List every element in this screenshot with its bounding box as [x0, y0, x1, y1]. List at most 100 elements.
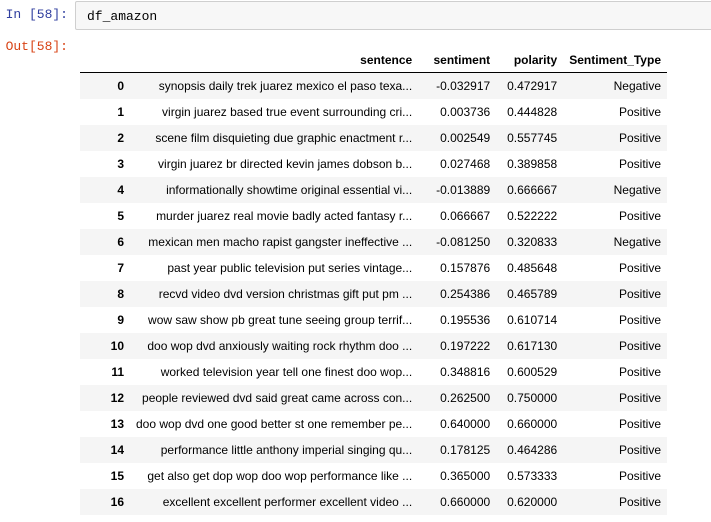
input-prompt: In [58]: — [5, 7, 68, 22]
cell-sentiment-type: Negative — [613, 183, 661, 197]
table-row: 16 excellent excellent performer excellen… — [80, 489, 667, 515]
row-index: 13 — [110, 417, 124, 431]
cell-sentiment-type: Positive — [618, 391, 661, 405]
table-row: 11 worked television year tell one finest… — [80, 359, 667, 385]
cell-sentence: murder juarez real movie badly acted fan… — [156, 209, 413, 223]
row-index: 12 — [110, 391, 124, 405]
cell-sentiment: 0.348816 — [440, 365, 491, 379]
cell-polarity: 0.557745 — [507, 131, 558, 145]
table-row: 8 recvd video dvd version christmas gift … — [80, 281, 667, 307]
row-index: 10 — [110, 339, 124, 353]
row-index: 4 — [117, 183, 124, 197]
cell-sentiment: 0.254386 — [440, 287, 491, 301]
cell-sentiment: 0.262500 — [440, 391, 491, 405]
code-input[interactable]: df_amazon — [75, 1, 711, 30]
table-row: 5 murder juarez real movie badly acted fa… — [80, 203, 667, 229]
cell-polarity: 0.465789 — [507, 287, 558, 301]
cell-sentiment-type: Positive — [618, 443, 661, 457]
cell-sentence: performance little anthony imperial sing… — [160, 443, 413, 457]
cell-sentiment-type: Negative — [613, 79, 661, 93]
cell-sentiment: 0.178125 — [440, 443, 491, 457]
table-row: 10 doo wop dvd anxiously waiting rock rhy… — [80, 333, 667, 359]
cell-sentiment-type: Positive — [618, 417, 661, 431]
cell-sentence: recvd video dvd version christmas gift p… — [158, 287, 413, 301]
row-index: 8 — [117, 287, 124, 301]
cell-polarity: 0.750000 — [507, 391, 558, 405]
cell-sentence: get also get dop wop doo wop performance… — [147, 469, 413, 483]
cell-sentiment: 0.197222 — [440, 339, 491, 353]
table-row: 0 synopsis daily trek juarez mexico el pa… — [80, 72, 667, 99]
column-header-index — [80, 48, 130, 73]
cell-sentiment-type: Positive — [618, 157, 661, 171]
cell-sentence: virgin juarez br directed kevin james do… — [158, 157, 413, 171]
cell-sentiment-type: Positive — [618, 131, 661, 145]
table-row: 4 informationally showtime original essen… — [80, 177, 667, 203]
cell-polarity: 0.660000 — [507, 417, 558, 431]
table-body: 0 synopsis daily trek juarez mexico el pa… — [80, 72, 667, 515]
row-index: 0 — [117, 79, 124, 93]
row-index: 3 — [117, 157, 124, 171]
cell-sentiment-type: Positive — [618, 287, 661, 301]
cell-sentence: doo wop dvd anxiously waiting rock rhyth… — [147, 339, 413, 353]
cell-sentiment: 0.066667 — [440, 209, 491, 223]
cell-sentence: past year public television put series v… — [167, 261, 413, 275]
cell-sentiment-type: Negative — [613, 235, 661, 249]
cell-sentiment: 0.027468 — [440, 157, 491, 171]
cell-sentence: people reviewed dvd said great came acro… — [142, 391, 413, 405]
cell-polarity: 0.573333 — [507, 469, 558, 483]
cell-sentiment: 0.640000 — [440, 417, 491, 431]
cell-polarity: 0.522222 — [507, 209, 558, 223]
row-index: 6 — [117, 235, 124, 249]
cell-polarity: 0.389858 — [507, 157, 558, 171]
dataframe-table: sentence sentiment polarity Sentiment_Ty… — [80, 48, 667, 515]
table-row: 13 doo wop dvd one good better st one rem… — [80, 411, 667, 437]
cell-sentiment-type: Positive — [618, 469, 661, 483]
cell-polarity: 0.666667 — [507, 183, 558, 197]
table-header-row: sentence sentiment polarity Sentiment_Ty… — [80, 48, 667, 73]
table-row: 7 past year public television put series … — [80, 255, 667, 281]
cell-polarity: 0.444828 — [507, 105, 558, 119]
cell-sentiment: -0.032917 — [436, 79, 491, 93]
cell-sentiment: 0.002549 — [440, 131, 491, 145]
row-index: 14 — [110, 443, 124, 457]
table-row: 9 wow saw show pb great tune seeing group… — [80, 307, 667, 333]
cell-sentence: excellent excellent performer excellent … — [162, 495, 413, 509]
cell-sentiment: 0.003736 — [440, 105, 491, 119]
table-row: 6 mexican men macho rapist gangster ineff… — [80, 229, 667, 255]
table-row: 3 virgin juarez br directed kevin james d… — [80, 151, 667, 177]
row-index: 9 — [117, 313, 124, 327]
cell-sentence: scene film disquieting due graphic enact… — [155, 131, 413, 145]
cell-polarity: 0.320833 — [507, 235, 558, 249]
cell-sentiment-type: Positive — [618, 495, 661, 509]
table-row: 15 get also get dop wop doo wop performan… — [80, 463, 667, 489]
cell-sentence: synopsis daily trek juarez mexico el pas… — [158, 79, 413, 93]
cell-polarity: 0.464286 — [507, 443, 558, 457]
cell-polarity: 0.485648 — [507, 261, 558, 275]
column-header-sentiment: sentiment — [418, 48, 497, 73]
cell-polarity: 0.610714 — [507, 313, 558, 327]
cell-sentence: worked television year tell one finest d… — [160, 365, 413, 379]
table-row: 14 performance little anthony imperial si… — [80, 437, 667, 463]
cell-polarity: 0.472917 — [507, 79, 558, 93]
row-index: 16 — [110, 495, 124, 509]
cell-polarity: 0.617130 — [507, 339, 558, 353]
row-index: 11 — [111, 365, 124, 379]
cell-sentiment-type: Positive — [618, 339, 661, 353]
cell-sentence: mexican men macho rapist gangster ineffe… — [148, 235, 413, 249]
row-index: 15 — [110, 469, 124, 483]
table-row: 1 virgin juarez based true event surround… — [80, 99, 667, 125]
cell-sentiment-type: Positive — [618, 261, 661, 275]
cell-sentence: doo wop dvd one good better st one remem… — [136, 417, 413, 431]
cell-sentiment: 0.157876 — [440, 261, 491, 275]
cell-sentiment-type: Positive — [618, 209, 661, 223]
cell-sentiment: 0.195536 — [440, 313, 491, 327]
dataframe-output: sentence sentiment polarity Sentiment_Ty… — [80, 48, 667, 515]
cell-polarity: 0.600529 — [507, 365, 558, 379]
table-row: 12 people reviewed dvd said great came ac… — [80, 385, 667, 411]
cell-polarity: 0.620000 — [507, 495, 558, 509]
column-header-sentence: sentence — [130, 48, 419, 73]
row-index: 5 — [117, 209, 124, 223]
cell-sentiment-type: Positive — [618, 365, 661, 379]
cell-sentence: virgin juarez based true event surroundi… — [162, 105, 413, 119]
cell-sentiment: 0.365000 — [440, 469, 491, 483]
